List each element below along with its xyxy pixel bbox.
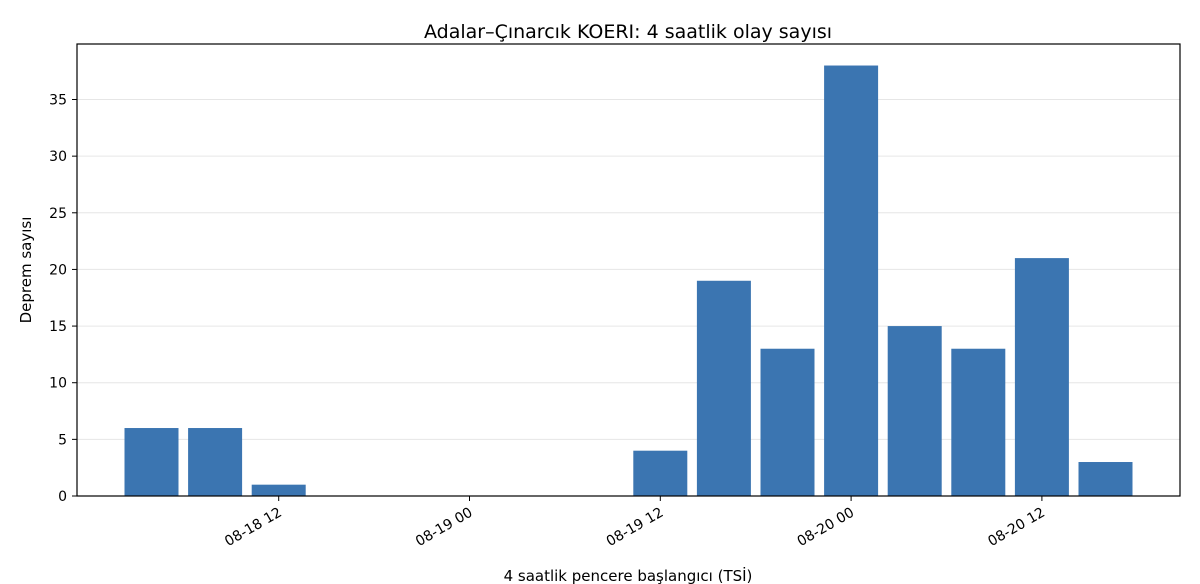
- bar: [696, 280, 751, 496]
- x-axis-ticks: 08-18 12 08-19 00 08-19 12 08-20 00 08-20 12: [222, 496, 1048, 550]
- y-tick-label: 25: [49, 206, 67, 222]
- bar: [633, 450, 688, 496]
- bar: [824, 65, 879, 497]
- y-axis-ticks: 0 5 10 15 20 25 30 35: [49, 93, 77, 505]
- bars: [124, 65, 1133, 497]
- y-tick-label: 10: [49, 376, 67, 392]
- y-tick-label: 20: [49, 262, 67, 278]
- x-tick-label: 08-18 12: [222, 505, 285, 550]
- bar: [951, 348, 1006, 496]
- chart-title: Adalar–Çınarcık KOERI: 4 saatlik olay sa…: [424, 21, 832, 43]
- bar: [1014, 258, 1069, 496]
- bar: [887, 326, 942, 496]
- x-tick-label: 08-20 00: [795, 505, 858, 550]
- x-tick-label: 08-19 12: [604, 505, 667, 550]
- bar: [760, 348, 815, 496]
- y-axis-title: Deprem sayısı: [17, 217, 35, 324]
- x-tick-label: 08-20 12: [985, 505, 1048, 550]
- y-tick-label: 5: [58, 432, 67, 448]
- bar: [1078, 462, 1133, 496]
- plot-frame: [76, 43, 1181, 497]
- y-tick-label: 30: [49, 149, 67, 165]
- x-tick-label: 08-19 00: [413, 505, 476, 550]
- y-tick-label: 35: [49, 93, 67, 109]
- y-tick-label: 15: [49, 319, 67, 335]
- bar: [188, 428, 243, 496]
- x-axis-title: 4 saatlik pencere başlangıcı (TSİ): [504, 566, 753, 584]
- bar: [251, 484, 306, 496]
- y-tick-label: 0: [58, 489, 67, 505]
- bar: [124, 428, 179, 496]
- grid-lines: [77, 99, 1180, 440]
